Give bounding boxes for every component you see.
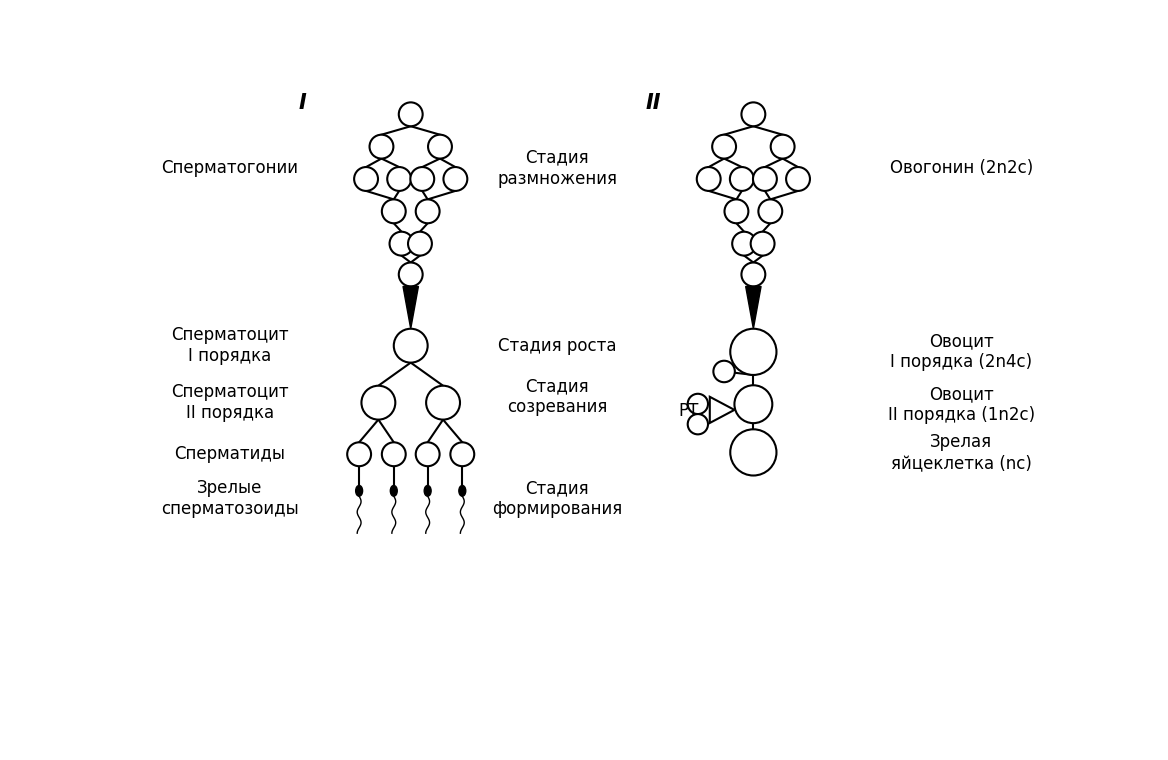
Text: I: I [299,93,307,112]
Text: Сперматиды: Сперматиды [174,445,285,464]
Circle shape [730,429,777,476]
Circle shape [390,232,413,255]
Circle shape [354,167,378,191]
Circle shape [361,386,395,420]
Circle shape [697,167,721,191]
Circle shape [427,135,452,159]
Circle shape [398,103,423,126]
Text: Сперматоцит
II порядка: Сперматоцит II порядка [171,383,288,422]
Ellipse shape [459,486,466,496]
Text: Стадия
размножения: Стадия размножения [498,149,617,188]
Circle shape [688,394,708,414]
Text: Стадия
созревания: Стадия созревания [507,377,607,416]
Circle shape [712,135,736,159]
Text: Овогонин (2n2c): Овогонин (2n2c) [890,159,1033,177]
Text: Овоцит
II порядка (1n2c): Овоцит II порядка (1n2c) [888,385,1035,423]
Circle shape [410,167,434,191]
Text: Зрелые
сперматозоиды: Зрелые сперматозоиды [161,479,299,518]
Text: Сперматоцит
I порядка: Сперматоцит I порядка [171,326,288,365]
Circle shape [388,167,411,191]
Polygon shape [745,287,762,329]
Circle shape [786,167,809,191]
Circle shape [771,135,794,159]
Polygon shape [710,397,735,423]
Circle shape [416,199,439,223]
Circle shape [394,329,427,363]
Circle shape [369,135,394,159]
Ellipse shape [390,486,397,496]
Circle shape [735,385,772,423]
Circle shape [426,386,460,420]
Circle shape [724,199,749,223]
Text: Стадия роста: Стадия роста [498,337,617,355]
Circle shape [451,442,474,466]
Circle shape [730,167,753,191]
Circle shape [751,232,774,255]
Circle shape [382,442,405,466]
Circle shape [382,199,405,223]
Text: II: II [646,93,661,112]
Text: Зрелая
яйцеклетка (nc): Зрелая яйцеклетка (nc) [891,433,1031,472]
Text: Овоцит
I порядка (2n4c): Овоцит I порядка (2n4c) [890,332,1033,371]
Circle shape [742,103,765,126]
Circle shape [714,361,735,382]
Circle shape [398,262,423,287]
Text: Сперматогонии: Сперматогонии [161,159,298,177]
Circle shape [416,442,439,466]
Circle shape [730,329,777,375]
Circle shape [347,442,371,466]
Circle shape [742,262,765,287]
Ellipse shape [424,486,431,496]
Ellipse shape [356,486,362,496]
Text: Стадия
формирования: Стадия формирования [492,479,623,518]
Circle shape [444,167,467,191]
Polygon shape [403,287,418,329]
Circle shape [732,232,756,255]
Circle shape [408,232,432,255]
Circle shape [753,167,777,191]
Circle shape [688,414,708,435]
Circle shape [758,199,783,223]
Text: РТ: РТ [679,403,700,420]
